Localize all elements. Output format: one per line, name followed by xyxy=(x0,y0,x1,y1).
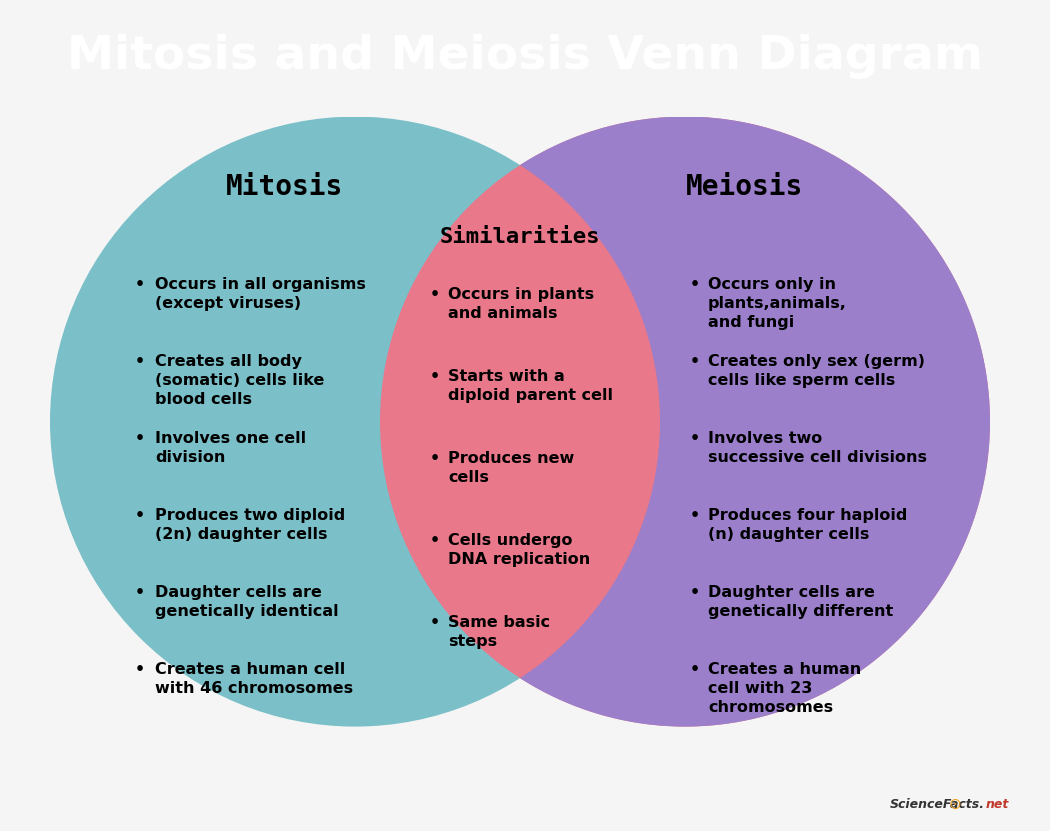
Text: Produces four haploid
(n) daughter cells: Produces four haploid (n) daughter cells xyxy=(708,508,907,542)
Text: Occurs in all organisms
(except viruses): Occurs in all organisms (except viruses) xyxy=(155,277,365,311)
Text: net: net xyxy=(986,798,1009,811)
Text: Creates a human
cell with 23
chromosomes: Creates a human cell with 23 chromosomes xyxy=(708,661,861,715)
Circle shape xyxy=(50,116,660,726)
Text: •: • xyxy=(690,584,700,600)
Text: •: • xyxy=(135,584,145,600)
Text: •: • xyxy=(430,615,440,630)
Text: Similarities: Similarities xyxy=(440,227,601,247)
Text: Cells undergo
DNA replication: Cells undergo DNA replication xyxy=(448,533,590,567)
Text: Produces new
cells: Produces new cells xyxy=(448,450,574,484)
Text: •: • xyxy=(135,661,145,676)
Text: Daughter cells are
genetically identical: Daughter cells are genetically identical xyxy=(155,584,338,619)
Text: •: • xyxy=(690,430,700,445)
Text: Creates all body
(somatic) cells like
blood cells: Creates all body (somatic) cells like bl… xyxy=(155,354,324,407)
Text: Involves one cell
division: Involves one cell division xyxy=(155,430,307,465)
Text: •: • xyxy=(690,277,700,292)
Text: •: • xyxy=(135,430,145,445)
Text: Daughter cells are
genetically different: Daughter cells are genetically different xyxy=(708,584,894,619)
Text: •: • xyxy=(690,661,700,676)
Text: •: • xyxy=(430,369,440,384)
Text: Creates a human cell
with 46 chromosomes: Creates a human cell with 46 chromosomes xyxy=(155,661,353,696)
Text: Produces two diploid
(2n) daughter cells: Produces two diploid (2n) daughter cells xyxy=(155,508,345,542)
Text: Occurs in plants
and animals: Occurs in plants and animals xyxy=(448,287,594,321)
Text: •: • xyxy=(430,450,440,465)
Text: •: • xyxy=(135,354,145,369)
Text: ScienceFacts.: ScienceFacts. xyxy=(890,798,985,811)
Text: •: • xyxy=(135,508,145,523)
Text: Occurs only in
plants,animals,
and fungi: Occurs only in plants,animals, and fungi xyxy=(708,277,847,330)
Text: Starts with a
diploid parent cell: Starts with a diploid parent cell xyxy=(448,369,613,403)
Text: Involves two
successive cell divisions: Involves two successive cell divisions xyxy=(708,430,927,465)
Text: Meiosis: Meiosis xyxy=(687,173,803,200)
Text: •: • xyxy=(430,533,440,548)
Text: •: • xyxy=(690,354,700,369)
Circle shape xyxy=(380,116,990,726)
Text: •: • xyxy=(135,277,145,292)
Text: Mitosis: Mitosis xyxy=(227,173,343,200)
Text: Creates only sex (germ)
cells like sperm cells: Creates only sex (germ) cells like sperm… xyxy=(708,354,925,388)
Text: Mitosis and Meiosis Venn Diagram: Mitosis and Meiosis Venn Diagram xyxy=(67,33,983,79)
Text: ⊙: ⊙ xyxy=(948,797,962,812)
Text: Same basic
steps: Same basic steps xyxy=(448,615,550,649)
Text: •: • xyxy=(430,287,440,302)
Polygon shape xyxy=(520,116,990,726)
Text: •: • xyxy=(690,508,700,523)
